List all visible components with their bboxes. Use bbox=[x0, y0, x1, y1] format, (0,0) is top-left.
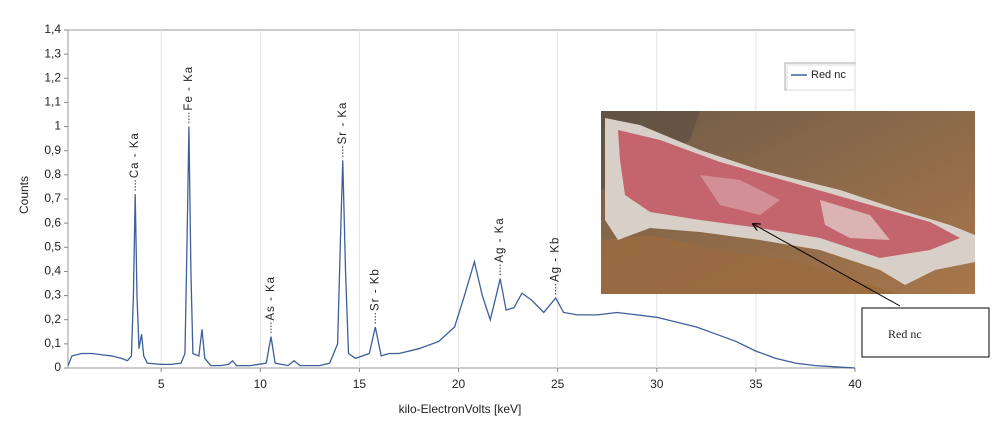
photo-rock bbox=[601, 235, 900, 294]
y-tick-label: 0,7 bbox=[44, 191, 61, 205]
x-tick-label: 40 bbox=[848, 377, 862, 391]
y-tick-label: 0,6 bbox=[44, 215, 61, 229]
y-tick-label: 0,2 bbox=[44, 312, 61, 326]
photo-highlight bbox=[700, 175, 780, 215]
callout-label: Red nc bbox=[888, 327, 922, 341]
y-tick-label: 0,1 bbox=[44, 336, 61, 350]
legend-shadow bbox=[786, 64, 856, 91]
y-tick-label: 0,9 bbox=[44, 143, 61, 157]
y-tick-label: 0,5 bbox=[44, 239, 61, 253]
callout-box bbox=[861, 307, 990, 358]
y-tick-label: 0,4 bbox=[44, 264, 61, 278]
peak-label: Fe - Ka bbox=[183, 66, 195, 111]
peak-label: Sr - Kb bbox=[369, 268, 381, 311]
x-tick-label: 15 bbox=[353, 377, 367, 391]
x-tick-label: 20 bbox=[452, 377, 466, 391]
x-tick-label: 35 bbox=[749, 377, 763, 391]
x-tick-label: 30 bbox=[650, 377, 664, 391]
peak-label: Ag - Ka bbox=[494, 217, 506, 262]
x-tick-label: 25 bbox=[551, 377, 565, 391]
y-tick-label: 0 bbox=[54, 360, 61, 374]
peak-label: As - Ka bbox=[265, 276, 277, 321]
y-tick-label: 1,3 bbox=[44, 46, 61, 60]
y-tick-label: 0,3 bbox=[44, 288, 61, 302]
sample-photo bbox=[601, 111, 975, 294]
y-axis-label: Counts bbox=[17, 176, 31, 214]
spectrum-line bbox=[67, 126, 856, 369]
y-tick-label: 0,8 bbox=[44, 167, 61, 181]
x-tick-label: 5 bbox=[158, 377, 165, 391]
y-tick-label: 1 bbox=[54, 119, 61, 133]
x-axis-label: kilo-ElectronVolts [keV] bbox=[399, 402, 522, 416]
y-tick-label: 1,4 bbox=[44, 22, 61, 36]
peak-label: Sr - Ka bbox=[337, 102, 349, 145]
legend: Red nc bbox=[784, 62, 856, 91]
y-tick-label: 1,1 bbox=[44, 95, 61, 109]
peak-label: Ag - Kb bbox=[550, 237, 562, 282]
x-tick-label: 10 bbox=[254, 377, 268, 391]
callout-arrow bbox=[753, 224, 901, 307]
y-tick-label: 1,2 bbox=[44, 70, 61, 84]
legend-label: Red nc bbox=[811, 69, 846, 81]
peak-label: Ca - Ka bbox=[129, 132, 141, 178]
photo-highlight bbox=[820, 200, 890, 240]
